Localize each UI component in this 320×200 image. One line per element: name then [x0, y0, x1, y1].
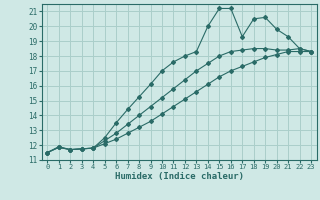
X-axis label: Humidex (Indice chaleur): Humidex (Indice chaleur) [115, 172, 244, 181]
